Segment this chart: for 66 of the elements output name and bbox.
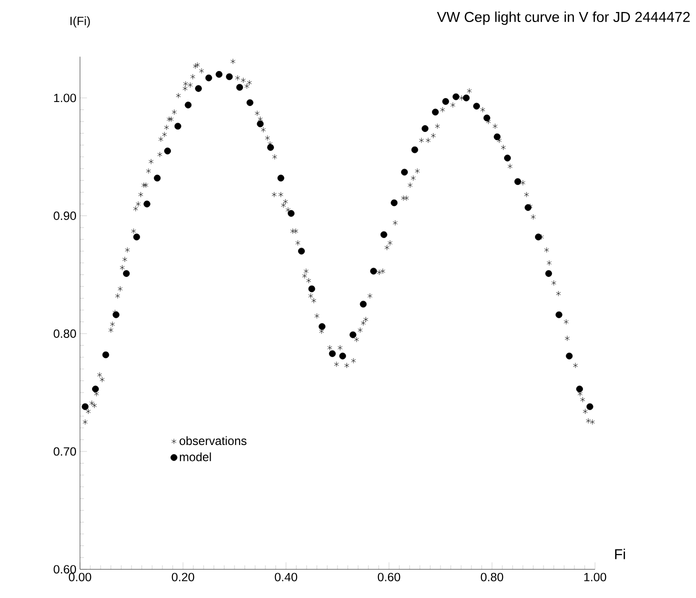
point bbox=[452, 93, 460, 100]
point bbox=[226, 73, 233, 80]
point bbox=[82, 403, 89, 410]
point bbox=[514, 178, 522, 185]
point bbox=[566, 352, 573, 360]
point bbox=[184, 102, 192, 108]
point bbox=[205, 74, 212, 82]
point bbox=[473, 102, 480, 110]
point bbox=[524, 204, 532, 211]
point bbox=[380, 231, 388, 238]
chart-title: VW Cep light curve in V for JD 2444472 bbox=[436, 12, 690, 25]
point bbox=[195, 85, 202, 92]
x-tick-label: 0.80 bbox=[480, 572, 504, 582]
point bbox=[216, 70, 222, 78]
point bbox=[339, 352, 346, 360]
point bbox=[483, 114, 490, 122]
point bbox=[390, 199, 398, 206]
point bbox=[277, 174, 284, 182]
point bbox=[122, 270, 130, 277]
x-tick-label: 1.00 bbox=[584, 572, 606, 582]
point bbox=[144, 200, 150, 208]
point bbox=[401, 168, 408, 176]
point bbox=[174, 122, 182, 130]
y-tick-label: 1.00 bbox=[54, 94, 76, 102]
point bbox=[586, 403, 594, 410]
y-tick-label: 0.80 bbox=[54, 329, 76, 338]
point bbox=[494, 133, 501, 140]
x-tick-label: 0.60 bbox=[378, 572, 400, 582]
point bbox=[133, 234, 140, 240]
point bbox=[462, 94, 470, 102]
x-tick-label: 0.40 bbox=[274, 572, 298, 582]
point bbox=[360, 300, 367, 308]
x-tick-label: 0.20 bbox=[172, 572, 194, 582]
point bbox=[236, 84, 244, 91]
point bbox=[308, 285, 316, 292]
point bbox=[556, 311, 562, 318]
y-tick-label: 0.90 bbox=[54, 212, 76, 220]
point bbox=[370, 268, 377, 275]
point bbox=[288, 210, 295, 217]
point bbox=[154, 174, 161, 182]
point bbox=[267, 144, 274, 151]
point bbox=[256, 120, 264, 128]
point bbox=[350, 331, 356, 338]
x-tick-label: 0.00 bbox=[68, 572, 92, 582]
point bbox=[246, 99, 254, 106]
point bbox=[545, 270, 552, 277]
y-axis-title: I(Fi) bbox=[70, 16, 90, 28]
point bbox=[298, 248, 305, 255]
x-axis-title: Fi bbox=[615, 548, 625, 560]
point bbox=[422, 125, 428, 132]
point bbox=[328, 350, 336, 358]
point bbox=[112, 311, 120, 318]
point bbox=[102, 351, 110, 358]
point bbox=[432, 108, 439, 116]
point bbox=[504, 154, 511, 162]
point bbox=[318, 323, 326, 330]
legend-label: observations bbox=[180, 436, 246, 446]
y-tick-label: 0.70 bbox=[54, 447, 76, 456]
point bbox=[411, 146, 418, 154]
point bbox=[442, 98, 450, 105]
y-tick-label: 0.60 bbox=[54, 565, 76, 574]
legend-label: model bbox=[180, 452, 211, 462]
point bbox=[576, 386, 583, 392]
point bbox=[164, 148, 171, 154]
point bbox=[534, 234, 542, 240]
point bbox=[92, 386, 99, 392]
